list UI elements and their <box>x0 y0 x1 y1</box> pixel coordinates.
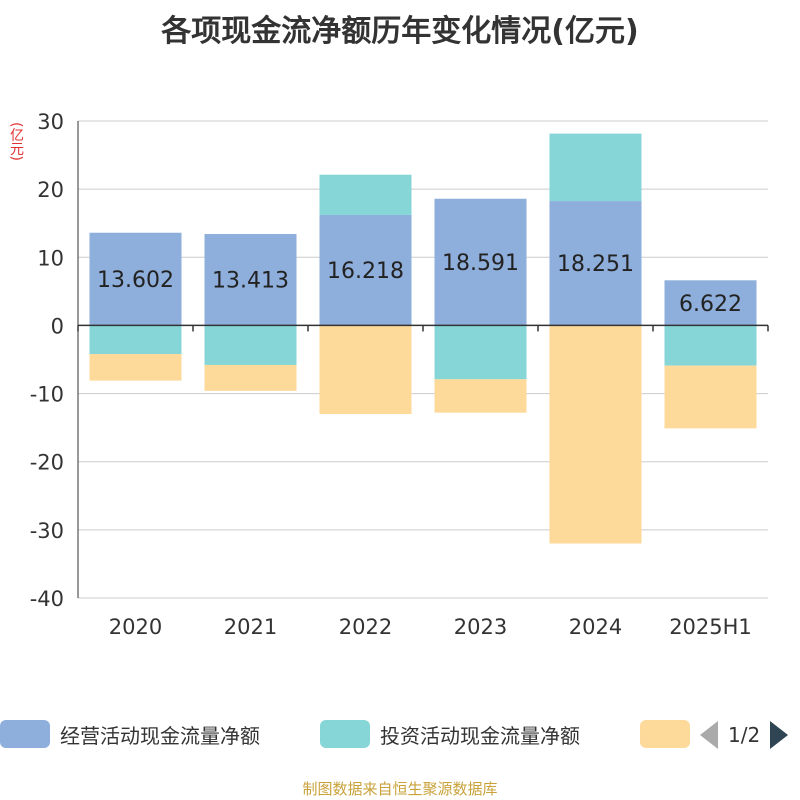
bar-investing <box>319 174 412 215</box>
legend-swatch-financing <box>640 720 690 748</box>
previous-page-icon[interactable] <box>700 721 718 749</box>
data-label: 18.591 <box>442 251 519 276</box>
chart-title: 各项现金流净额历年变化情况(亿元) <box>161 14 639 49</box>
y-tick-label: 0 <box>51 314 64 338</box>
legend-page-indicator: 1/2 <box>728 723 761 747</box>
y-tick-label: 30 <box>37 110 64 134</box>
x-tick-label: 2025H1 <box>669 615 752 639</box>
legend-item-financing[interactable] <box>640 716 690 752</box>
bar-investing <box>549 133 642 202</box>
y-tick-label: -10 <box>30 383 64 407</box>
bar-investing <box>89 325 182 355</box>
data-label: 13.413 <box>212 269 289 294</box>
bar-financing <box>664 365 757 429</box>
data-label: 6.622 <box>679 292 742 317</box>
bar-operating <box>89 232 182 326</box>
y-tick-label: -40 <box>30 587 64 611</box>
source-note: 制图数据来自恒生聚源数据库 <box>302 780 498 798</box>
x-tick-label: 2020 <box>109 615 162 639</box>
bar-financing <box>204 364 297 391</box>
bar-financing <box>549 325 642 544</box>
legend-label-operating: 经营活动现金流量净额 <box>60 723 260 748</box>
legend-swatch-operating <box>0 720 50 748</box>
bar-financing <box>89 354 182 381</box>
data-label: 13.602 <box>97 268 174 293</box>
x-tick-label: 2022 <box>339 615 392 639</box>
legend-item-investing[interactable]: 投资活动现金流量净额 <box>320 716 580 752</box>
bar-operating <box>434 198 527 326</box>
y-tick-label: 10 <box>37 246 64 270</box>
legend-label-investing: 投资活动现金流量净额 <box>380 723 580 748</box>
y-axis-unit-label: (亿元) <box>8 122 24 161</box>
bar-financing <box>319 325 412 415</box>
next-page-icon[interactable] <box>770 721 789 749</box>
bar-investing <box>664 325 757 366</box>
bar-operating <box>319 214 412 326</box>
x-tick-label: 2024 <box>569 615 622 639</box>
x-tick-label: 2023 <box>454 615 507 639</box>
data-label: 18.251 <box>557 252 634 277</box>
legend-pager: 1/2 <box>700 718 789 752</box>
bar-investing <box>204 325 297 365</box>
data-label: 16.218 <box>327 259 404 284</box>
y-tick-label: -20 <box>30 451 64 475</box>
x-tick-label: 2021 <box>224 615 277 639</box>
bar-operating <box>549 201 642 326</box>
y-tick-label: -30 <box>30 519 64 543</box>
legend-item-operating[interactable]: 经营活动现金流量净额 <box>0 716 260 752</box>
bar-operating <box>664 280 757 326</box>
bar-operating <box>204 234 297 326</box>
bar-investing <box>434 325 527 380</box>
y-tick-label: 20 <box>37 178 64 202</box>
legend-swatch-investing <box>320 720 370 748</box>
bar-financing <box>434 379 527 413</box>
